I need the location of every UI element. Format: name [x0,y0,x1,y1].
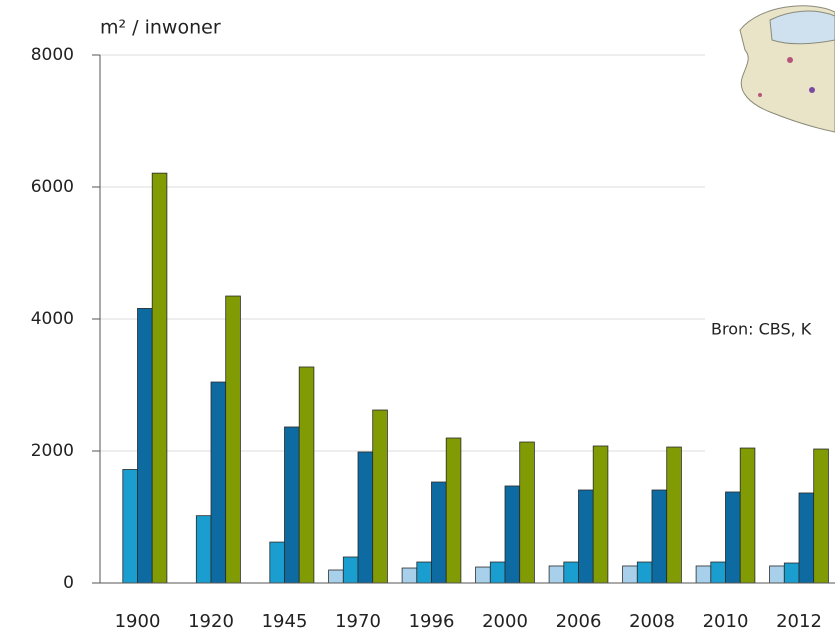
bar [783,562,800,584]
x-tick-label: 1920 [188,611,234,632]
bar [739,447,756,584]
y-tick-label: 8000 [31,45,74,65]
bar [137,308,153,584]
bar [401,567,418,584]
bar [798,492,815,584]
y-tick-label: 6000 [31,177,74,197]
bar [578,489,594,584]
bar [813,448,829,584]
bar [475,566,491,584]
x-tick-label: 1996 [409,611,455,632]
bar [210,381,227,584]
bar [431,481,447,584]
x-tick-label: 2000 [482,611,528,632]
x-tick-label: 1945 [262,611,308,632]
bar [769,565,785,584]
y-tick-label: 4000 [31,309,74,329]
y-axis-label: m² / inwoner [100,17,221,39]
bar [357,451,374,584]
bar [725,491,741,584]
bar [151,172,168,584]
bar [636,561,653,584]
bar [195,515,212,584]
bar [122,469,138,584]
bar [445,437,462,584]
bar [592,445,609,584]
bar [298,366,315,584]
annotation: Bron: CBS, K [711,320,812,339]
x-tick-label: 1900 [115,611,161,632]
bar [416,561,432,584]
bar [695,565,712,584]
x-tick-label: 2008 [629,611,675,632]
x-tick-label: 1970 [335,611,381,632]
bar [548,565,565,584]
x-tick-label: 2006 [556,611,602,632]
y-tick-label: 0 [63,573,74,593]
bar [666,446,682,584]
bar [710,561,726,584]
bar [342,556,359,584]
bar [225,295,241,584]
map-illustration [739,5,835,133]
x-tick-label: 2012 [776,611,822,632]
y-tick-label: 2000 [31,441,74,461]
bar [563,561,579,584]
bar [651,489,668,584]
bar [489,561,506,584]
bar [622,565,638,584]
bar [372,409,388,584]
bar [284,426,300,584]
bar [504,485,521,584]
bar [269,541,285,584]
x-tick-label: 2010 [703,611,749,632]
bar [519,441,535,584]
bar [328,569,344,584]
